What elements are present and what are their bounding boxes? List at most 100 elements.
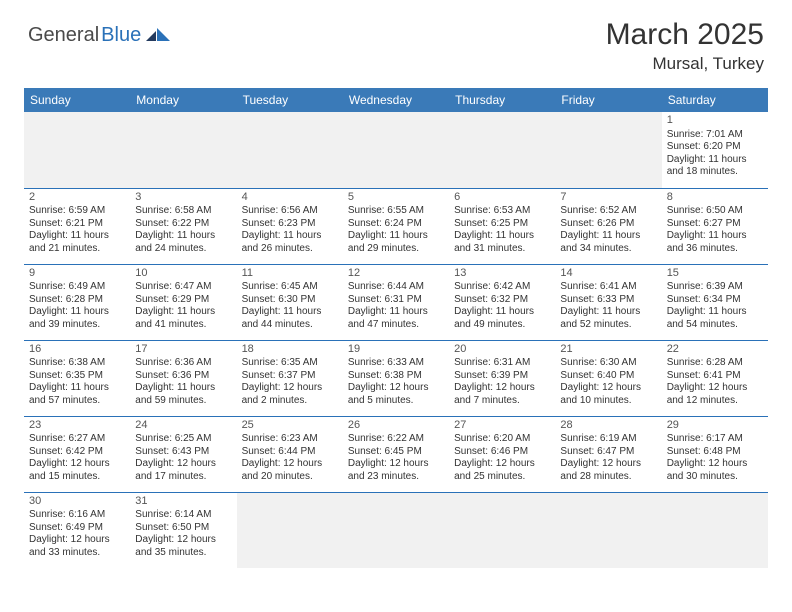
day-number: 28 [560, 419, 656, 433]
sunset-text: Sunset: 6:24 PM [348, 218, 444, 231]
flag-icon [146, 25, 170, 46]
day-number: 22 [667, 343, 763, 357]
daylight-text: Daylight: 11 hours and 34 minutes. [560, 230, 656, 255]
sunset-text: Sunset: 6:50 PM [135, 522, 231, 535]
sunrise-text: Sunrise: 6:25 AM [135, 433, 231, 446]
day-number: 31 [135, 495, 231, 509]
calendar-day: 24Sunrise: 6:25 AMSunset: 6:43 PMDayligh… [130, 416, 236, 492]
daylight-text: Daylight: 12 hours and 33 minutes. [29, 534, 125, 559]
sunset-text: Sunset: 6:28 PM [29, 294, 125, 307]
sunset-text: Sunset: 6:35 PM [29, 370, 125, 383]
daylight-text: Daylight: 11 hours and 52 minutes. [560, 306, 656, 331]
calendar-empty [555, 492, 661, 568]
daylight-text: Daylight: 12 hours and 7 minutes. [454, 382, 550, 407]
sunrise-text: Sunrise: 6:52 AM [560, 205, 656, 218]
day-header: Friday [555, 88, 661, 112]
sunset-text: Sunset: 6:43 PM [135, 446, 231, 459]
sunset-text: Sunset: 6:27 PM [667, 218, 763, 231]
daylight-text: Daylight: 12 hours and 20 minutes. [242, 458, 338, 483]
calendar-body: 1Sunrise: 7:01 AMSunset: 6:20 PMDaylight… [24, 112, 768, 568]
daylight-text: Daylight: 11 hours and 36 minutes. [667, 230, 763, 255]
calendar-day: 3Sunrise: 6:58 AMSunset: 6:22 PMDaylight… [130, 188, 236, 264]
sunrise-text: Sunrise: 6:23 AM [242, 433, 338, 446]
calendar-day: 25Sunrise: 6:23 AMSunset: 6:44 PMDayligh… [237, 416, 343, 492]
calendar-day: 19Sunrise: 6:33 AMSunset: 6:38 PMDayligh… [343, 340, 449, 416]
sunset-text: Sunset: 6:48 PM [667, 446, 763, 459]
calendar-day: 26Sunrise: 6:22 AMSunset: 6:45 PMDayligh… [343, 416, 449, 492]
daylight-text: Daylight: 11 hours and 31 minutes. [454, 230, 550, 255]
sunset-text: Sunset: 6:40 PM [560, 370, 656, 383]
title-block: March 2025 Mursal, Turkey [606, 18, 764, 74]
calendar-week: 30Sunrise: 6:16 AMSunset: 6:49 PMDayligh… [24, 492, 768, 568]
sunrise-text: Sunrise: 6:30 AM [560, 357, 656, 370]
location: Mursal, Turkey [606, 54, 764, 74]
day-number: 6 [454, 191, 550, 205]
day-number: 11 [242, 267, 338, 281]
day-number: 23 [29, 419, 125, 433]
sunset-text: Sunset: 6:20 PM [667, 141, 763, 154]
daylight-text: Daylight: 12 hours and 30 minutes. [667, 458, 763, 483]
calendar-day: 1Sunrise: 7:01 AMSunset: 6:20 PMDaylight… [662, 112, 768, 188]
sunset-text: Sunset: 6:41 PM [667, 370, 763, 383]
calendar-week: 9Sunrise: 6:49 AMSunset: 6:28 PMDaylight… [24, 264, 768, 340]
calendar-day: 23Sunrise: 6:27 AMSunset: 6:42 PMDayligh… [24, 416, 130, 492]
calendar-day: 2Sunrise: 6:59 AMSunset: 6:21 PMDaylight… [24, 188, 130, 264]
sunrise-text: Sunrise: 6:20 AM [454, 433, 550, 446]
sunrise-text: Sunrise: 6:55 AM [348, 205, 444, 218]
daylight-text: Daylight: 11 hours and 29 minutes. [348, 230, 444, 255]
calendar-empty [662, 492, 768, 568]
day-number: 15 [667, 267, 763, 281]
daylight-text: Daylight: 11 hours and 24 minutes. [135, 230, 231, 255]
calendar-empty [343, 492, 449, 568]
sunrise-text: Sunrise: 6:49 AM [29, 281, 125, 294]
day-number: 13 [454, 267, 550, 281]
sunset-text: Sunset: 6:31 PM [348, 294, 444, 307]
sunrise-text: Sunrise: 6:45 AM [242, 281, 338, 294]
sunrise-text: Sunrise: 6:35 AM [242, 357, 338, 370]
day-number: 27 [454, 419, 550, 433]
sunset-text: Sunset: 6:33 PM [560, 294, 656, 307]
sunset-text: Sunset: 6:37 PM [242, 370, 338, 383]
daylight-text: Daylight: 12 hours and 25 minutes. [454, 458, 550, 483]
calendar-day: 17Sunrise: 6:36 AMSunset: 6:36 PMDayligh… [130, 340, 236, 416]
daylight-text: Daylight: 12 hours and 12 minutes. [667, 382, 763, 407]
day-number: 24 [135, 419, 231, 433]
calendar-day: 14Sunrise: 6:41 AMSunset: 6:33 PMDayligh… [555, 264, 661, 340]
calendar-day: 30Sunrise: 6:16 AMSunset: 6:49 PMDayligh… [24, 492, 130, 568]
sunrise-text: Sunrise: 6:53 AM [454, 205, 550, 218]
calendar-week: 1Sunrise: 7:01 AMSunset: 6:20 PMDaylight… [24, 112, 768, 188]
sunset-text: Sunset: 6:44 PM [242, 446, 338, 459]
sunrise-text: Sunrise: 6:47 AM [135, 281, 231, 294]
day-number: 2 [29, 191, 125, 205]
sunset-text: Sunset: 6:21 PM [29, 218, 125, 231]
calendar-day: 7Sunrise: 6:52 AMSunset: 6:26 PMDaylight… [555, 188, 661, 264]
sunset-text: Sunset: 6:49 PM [29, 522, 125, 535]
calendar-day: 9Sunrise: 6:49 AMSunset: 6:28 PMDaylight… [24, 264, 130, 340]
logo-text-dark: General [28, 24, 99, 47]
calendar-day: 21Sunrise: 6:30 AMSunset: 6:40 PMDayligh… [555, 340, 661, 416]
calendar-empty [449, 112, 555, 188]
day-number: 7 [560, 191, 656, 205]
sunrise-text: Sunrise: 6:27 AM [29, 433, 125, 446]
calendar-day: 27Sunrise: 6:20 AMSunset: 6:46 PMDayligh… [449, 416, 555, 492]
daylight-text: Daylight: 12 hours and 17 minutes. [135, 458, 231, 483]
sunrise-text: Sunrise: 6:14 AM [135, 509, 231, 522]
calendar-day: 6Sunrise: 6:53 AMSunset: 6:25 PMDaylight… [449, 188, 555, 264]
sunrise-text: Sunrise: 6:31 AM [454, 357, 550, 370]
daylight-text: Daylight: 12 hours and 28 minutes. [560, 458, 656, 483]
daylight-text: Daylight: 12 hours and 2 minutes. [242, 382, 338, 407]
day-number: 9 [29, 267, 125, 281]
calendar-day: 29Sunrise: 6:17 AMSunset: 6:48 PMDayligh… [662, 416, 768, 492]
day-number: 25 [242, 419, 338, 433]
sunrise-text: Sunrise: 7:01 AM [667, 129, 763, 142]
daylight-text: Daylight: 11 hours and 39 minutes. [29, 306, 125, 331]
sunset-text: Sunset: 6:30 PM [242, 294, 338, 307]
calendar-day: 22Sunrise: 6:28 AMSunset: 6:41 PMDayligh… [662, 340, 768, 416]
daylight-text: Daylight: 11 hours and 26 minutes. [242, 230, 338, 255]
day-header: Saturday [662, 88, 768, 112]
day-number: 4 [242, 191, 338, 205]
sunrise-text: Sunrise: 6:38 AM [29, 357, 125, 370]
calendar-day: 31Sunrise: 6:14 AMSunset: 6:50 PMDayligh… [130, 492, 236, 568]
day-number: 10 [135, 267, 231, 281]
calendar-day: 10Sunrise: 6:47 AMSunset: 6:29 PMDayligh… [130, 264, 236, 340]
